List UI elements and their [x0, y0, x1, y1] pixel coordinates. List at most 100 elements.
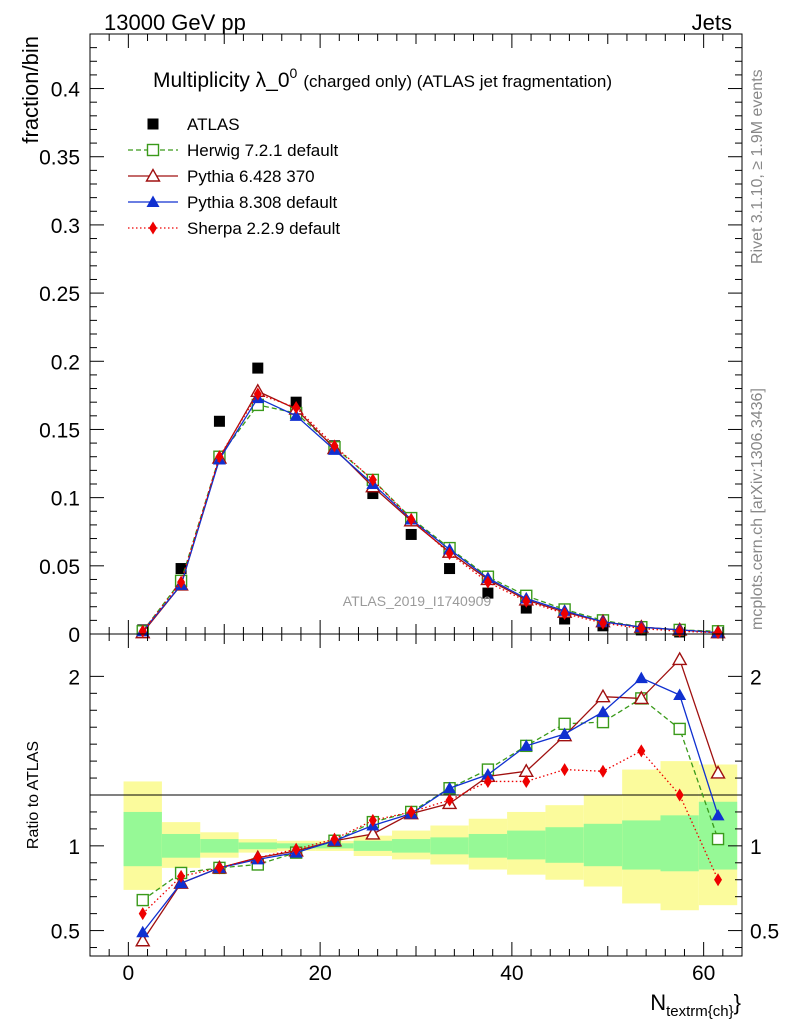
data-point-atlas: [405, 528, 417, 540]
chart-title-sup: 0: [290, 65, 298, 81]
data-point-pythia-8-308-default: [289, 409, 303, 421]
legend-label: Sherpa 2.2.9 default: [187, 219, 340, 238]
data-point-sherpa-2-2-9-default: [560, 763, 569, 777]
data-point-atlas: [444, 563, 456, 575]
legend-entry-atlas: ATLAS: [147, 115, 240, 134]
y-tick-label: 0.1: [51, 488, 80, 511]
ratio-band-inner: [545, 827, 584, 863]
data-point-sherpa-2-2-9-default: [215, 450, 224, 464]
ratio-band-inner: [161, 833, 201, 858]
header-left-label: 13000 GeV pp: [104, 10, 246, 35]
legend-marker: [149, 221, 157, 235]
x-axis-title-tail: }: [734, 990, 741, 1015]
data-point-sherpa-2-2-9-default: [637, 744, 646, 758]
legend-marker: [146, 143, 160, 157]
ratio-panel: 0.5 0.5 1 1 2 2 0 20 40 60 Ratio to ATLAS: [25, 633, 779, 985]
legend-label: Pythia 6.428 370: [187, 167, 315, 186]
data-point-sherpa-2-2-9-default: [522, 774, 531, 788]
ratio-y-tick-label: 2: [68, 666, 80, 689]
data-point-sherpa-2-2-9-default: [330, 439, 339, 453]
ratio-y-tick-label: 0.5: [51, 921, 80, 944]
rivet-version-label: Rivet 3.1.10, ≥ 1.9M events: [749, 69, 766, 264]
data-point-atlas: [520, 602, 532, 614]
legend-entry-pythia-6-428-370: Pythia 6.428 370: [128, 167, 315, 186]
data-point-pythia-6-428-370: [710, 765, 726, 779]
data-point-atlas: [175, 563, 187, 575]
y-tick-label: 0.15: [39, 419, 80, 442]
series-line-herwig-7-2-1-default: [142, 697, 719, 901]
chart-title: Multiplicity λ_00 (charged only) (ATLAS j…: [153, 65, 612, 92]
legend-label: Herwig 7.2.1 default: [187, 141, 338, 160]
main-panel: 0 0.05 0.1 0.15 0.2 0.25 0.3 0.35 0.4 ATLAS_2019…: [18, 33, 743, 647]
data-point-herwig-7-2-1-default: [673, 722, 686, 736]
data-point-pythia-6-428-370: [135, 932, 151, 947]
data-point-sherpa-2-2-9-default: [407, 512, 416, 526]
legend-entry-herwig-7-2-1-default: Herwig 7.2.1 default: [128, 141, 338, 160]
data-point-herwig-7-2-1-default: [711, 832, 725, 846]
ratio-y-tick-label: 1: [68, 836, 80, 859]
series-line-pythia-8-308-default: [142, 397, 719, 634]
data-point-sherpa-2-2-9-default: [177, 869, 186, 883]
data-point-sherpa-2-2-9-default: [598, 616, 607, 630]
y-tick-label: 0: [68, 624, 80, 647]
x-axis-title-main: N: [650, 990, 666, 1015]
data-point-sherpa-2-2-9-default: [483, 575, 492, 589]
mcplots-label: mcplots.cern.ch [arXiv:1306.3436]: [749, 388, 766, 630]
ratio-band-inner: [622, 820, 661, 870]
ratio-y-tick-label-right: 2: [750, 666, 762, 689]
data-point-herwig-7-2-1-default: [596, 715, 610, 729]
data-point-sherpa-2-2-9-default: [483, 774, 492, 788]
data-point-pythia-8-308-default: [634, 671, 648, 684]
ratio-y-tick-label-right: 1: [750, 836, 762, 859]
data-point-pythia-8-308-default: [443, 781, 457, 794]
ratio-y-tick-label-right: 0.5: [750, 921, 779, 944]
data-point-sherpa-2-2-9-default: [215, 861, 224, 875]
data-point-pythia-6-428-370: [671, 651, 688, 666]
data-point-sherpa-2-2-9-default: [292, 401, 301, 415]
data-point-sherpa-2-2-9-default: [598, 764, 607, 778]
y-tick-label: 0.25: [39, 283, 80, 306]
legend-entry-sherpa-2-2-9-default: Sherpa 2.2.9 default: [128, 219, 340, 238]
data-point-atlas: [213, 415, 225, 427]
data-point-pythia-8-308-default: [711, 808, 725, 821]
legend-marker: [147, 118, 159, 130]
data-point-sherpa-2-2-9-default: [253, 851, 262, 865]
data-point-sherpa-2-2-9-default: [368, 473, 377, 487]
legend-marker: [145, 168, 161, 182]
series-line-pythia-8-308-default: [142, 677, 719, 933]
ratio-band-inner: [238, 842, 277, 850]
data-point-sherpa-2-2-9-default: [714, 626, 723, 640]
watermark-label: ATLAS_2019_I1740909: [343, 593, 492, 609]
x-tick-label: 20: [308, 962, 331, 985]
data-point-atlas: [252, 362, 264, 374]
y-tick-label: 0.05: [39, 556, 80, 579]
legend-label: ATLAS: [187, 115, 240, 134]
y-tick-label: 0.2: [51, 351, 80, 374]
chart-title-main: Multiplicity λ_0: [153, 69, 290, 92]
data-point-atlas: [482, 587, 494, 599]
data-point-herwig-7-2-1-default: [136, 893, 149, 907]
x-axis-title-sub: textrm{ch}: [666, 1003, 734, 1020]
ratio-y-axis-title: Ratio to ATLAS: [25, 741, 42, 849]
ratio-band-inner: [353, 840, 393, 851]
data-point-sherpa-2-2-9-default: [445, 793, 454, 807]
data-point-sherpa-2-2-9-default: [292, 842, 301, 856]
ratio-band-inner: [660, 815, 699, 872]
header-right-label: Jets: [692, 10, 732, 35]
ratio-band-inner: [583, 823, 623, 867]
data-point-sherpa-2-2-9-default: [368, 813, 377, 827]
data-point-pythia-8-308-default: [481, 768, 495, 780]
y-tick-label: 0.4: [51, 79, 81, 102]
data-point-sherpa-2-2-9-default: [714, 873, 723, 887]
series-line-sherpa-2-2-9-default: [142, 393, 719, 634]
data-point-sherpa-2-2-9-default: [675, 624, 684, 638]
data-point-sherpa-2-2-9-default: [560, 607, 569, 621]
ratio-band-inner: [123, 811, 162, 867]
ratio-band-inner: [468, 833, 508, 858]
chart-title-rest: (charged only) (ATLAS jet fragmentation): [303, 72, 612, 91]
data-point-sherpa-2-2-9-default: [445, 547, 454, 561]
x-tick-label: 0: [123, 962, 135, 985]
data-point-sherpa-2-2-9-default: [177, 575, 186, 589]
ratio-band-inner: [392, 839, 431, 853]
data-point-sherpa-2-2-9-default: [675, 788, 684, 802]
